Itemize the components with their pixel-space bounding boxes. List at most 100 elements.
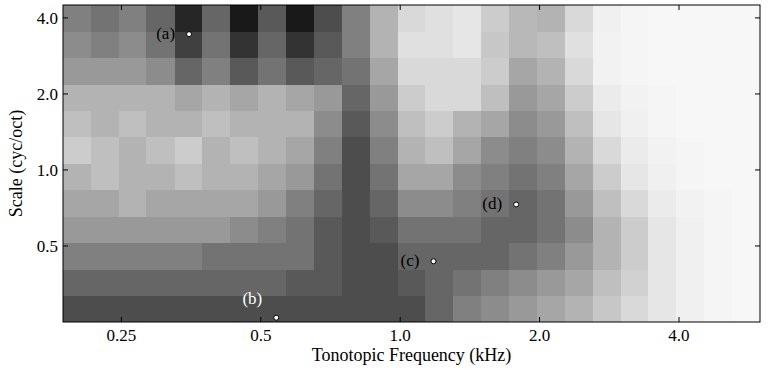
- x-axis-title: Tonotopic Frequency (kHz): [312, 345, 512, 366]
- heat-cell: [258, 243, 286, 270]
- heat-cell: [370, 84, 398, 111]
- heat-cell: [565, 31, 593, 58]
- heat-cell: [481, 5, 509, 32]
- heat-cell: [146, 58, 175, 85]
- heat-cell: [314, 243, 342, 270]
- heat-cell: [621, 58, 649, 85]
- heat-cell: [63, 269, 92, 296]
- heat-cell: [146, 269, 175, 296]
- heat-cell: [565, 137, 593, 164]
- heat-cell: [398, 243, 426, 270]
- heat-cell: [425, 190, 453, 217]
- heat-cell: [202, 190, 231, 217]
- heat-cell: [425, 111, 453, 138]
- heat-cell: [370, 190, 398, 217]
- heat-cell: [453, 111, 481, 138]
- heat-cell: [202, 163, 231, 190]
- heat-cell: [63, 31, 92, 58]
- heat-cell: [63, 243, 92, 270]
- heat-cell: [258, 5, 286, 32]
- heat-cell: [314, 137, 342, 164]
- heat-cell: [648, 84, 676, 111]
- heat-cell: [398, 216, 426, 243]
- heat-cell: [425, 5, 453, 32]
- heat-cell: [286, 190, 314, 217]
- heat-cell: [676, 84, 704, 111]
- heat-cell: [63, 111, 92, 138]
- heat-cell: [63, 5, 92, 32]
- heat-cell: [481, 190, 509, 217]
- heat-cell: [425, 84, 453, 111]
- x-tick: [539, 5, 540, 10]
- heat-cell: [398, 296, 426, 322]
- heat-cell: [453, 216, 481, 243]
- annotation-label: (d): [482, 194, 502, 213]
- heat-cell: [537, 269, 565, 296]
- heat-cell: [453, 269, 481, 296]
- heat-cell: [509, 31, 537, 58]
- heat-cell: [676, 243, 704, 270]
- heat-cell: [648, 269, 676, 296]
- heat-cell: [202, 137, 231, 164]
- heat-cell: [258, 269, 286, 296]
- heat-cell: [648, 5, 676, 32]
- heat-cell: [732, 216, 760, 243]
- x-tick: [260, 5, 261, 10]
- heat-cell: [258, 190, 286, 217]
- heat-cell: [314, 216, 342, 243]
- heat-cell: [593, 84, 621, 111]
- heat-cell: [91, 243, 119, 270]
- heat-cell: [676, 296, 704, 322]
- heat-cell: [258, 58, 286, 85]
- heat-cell: [119, 58, 147, 85]
- heat-cell: [202, 216, 231, 243]
- heat-cell: [593, 216, 621, 243]
- heat-cell: [230, 31, 258, 58]
- heat-cell: [704, 269, 732, 296]
- heat-cell: [704, 58, 732, 85]
- heat-cell: [146, 163, 175, 190]
- heat-cell: [565, 216, 593, 243]
- heat-cell: [119, 216, 147, 243]
- heat-cell: [593, 58, 621, 85]
- heat-cell: [509, 163, 537, 190]
- heat-cell: [676, 137, 704, 164]
- y-tick-label: 2.0: [37, 85, 58, 104]
- heat-cell: [91, 31, 119, 58]
- heat-cell: [453, 58, 481, 85]
- heat-cell: [732, 84, 760, 111]
- heat-cell: [509, 296, 537, 322]
- heat-cell: [481, 216, 509, 243]
- heat-cell: [370, 163, 398, 190]
- x-tick-label: 2.0: [529, 326, 550, 345]
- heat-cell: [63, 137, 92, 164]
- heat-cell: [593, 31, 621, 58]
- heat-cell: [676, 58, 704, 85]
- y-tick: [755, 17, 760, 18]
- heat-cell: [398, 58, 426, 85]
- heat-cell: [258, 163, 286, 190]
- heat-cell: [565, 190, 593, 217]
- heat-cell: [453, 190, 481, 217]
- heat-cell: [732, 5, 760, 32]
- heat-cell: [621, 5, 649, 32]
- heat-cell: [314, 296, 342, 322]
- heat-cell: [146, 137, 175, 164]
- heat-cell: [398, 163, 426, 190]
- heat-cell: [202, 31, 231, 58]
- y-tick: [63, 169, 68, 170]
- heat-cell: [91, 269, 119, 296]
- heat-cell: [119, 84, 147, 111]
- heat-cell: [286, 243, 314, 270]
- heat-cell: [648, 58, 676, 85]
- heat-cell: [230, 58, 258, 85]
- heat-cell: [732, 163, 760, 190]
- heat-cell: [63, 190, 92, 217]
- heat-cell: [286, 58, 314, 85]
- heat-cell: [676, 190, 704, 217]
- heat-cell: [648, 296, 676, 322]
- annotation-label: (a): [156, 24, 175, 43]
- heat-cell: [676, 216, 704, 243]
- heat-cell: [91, 58, 119, 85]
- heat-cell: [537, 243, 565, 270]
